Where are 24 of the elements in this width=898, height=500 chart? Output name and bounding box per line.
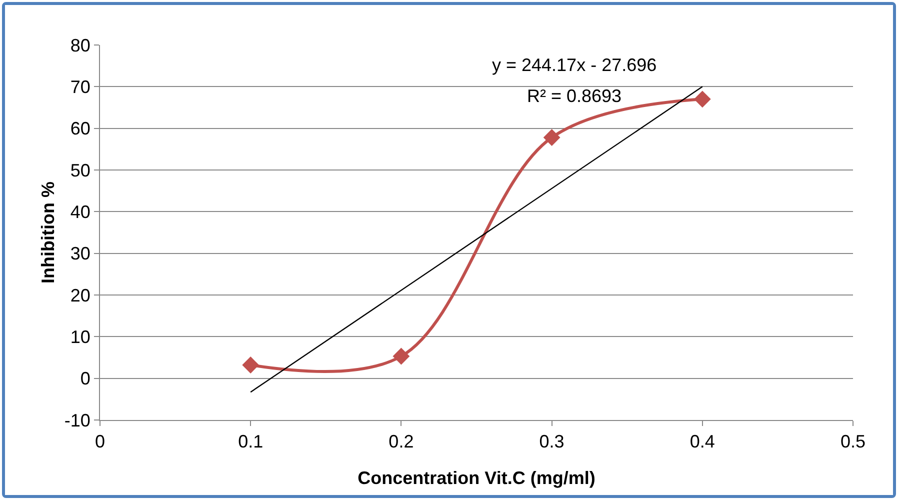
y-tick-label: 30 [70, 244, 90, 264]
y-tick-label: 10 [70, 326, 90, 347]
point [242, 356, 260, 374]
x-axis-title: Concentration Vit.C (mg/ml) [358, 468, 596, 488]
annotation: R² = 0.8693 [527, 86, 622, 106]
y-tick-label: 0 [80, 368, 90, 389]
y-tick-label: -10 [64, 410, 90, 430]
point [543, 129, 560, 146]
point [392, 348, 410, 365]
y-tick-label: 80 [70, 35, 90, 56]
y-tick-label: 60 [70, 118, 90, 139]
y-axis-title: Inhibition % [38, 182, 58, 284]
y-tick-label: 70 [70, 76, 90, 97]
y-tick-label: 20 [70, 285, 90, 306]
point [694, 90, 711, 108]
x-tick-label: 0.3 [539, 432, 564, 452]
annotation: y = 244.17x - 27.696 [492, 55, 657, 75]
x-tick-label: 0.2 [388, 432, 414, 452]
y-tick-label: 50 [70, 160, 90, 180]
y-tick-label: 40 [70, 202, 90, 222]
x-tick-label: 0.5 [840, 432, 866, 452]
x-tick-label: 0.1 [238, 432, 264, 452]
x-tick-label: 0 [94, 432, 106, 452]
x-tick-label: 0.4 [690, 432, 715, 452]
